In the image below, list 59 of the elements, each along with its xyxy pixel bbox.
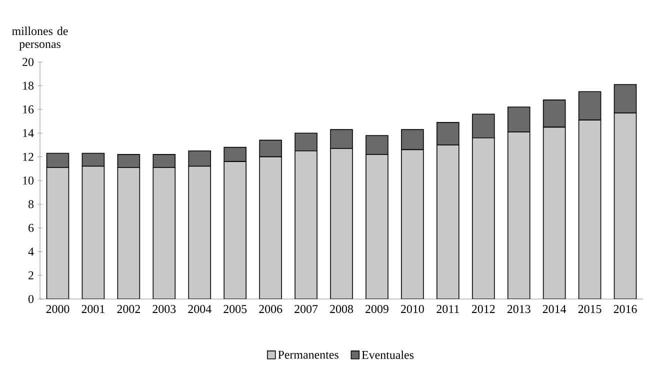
x-tick-label: 2003 — [152, 305, 176, 314]
x-tick-label: 2015 — [578, 305, 602, 314]
bar — [366, 135, 388, 155]
bar — [46, 167, 70, 299]
y-tick-label: 12 — [23, 152, 34, 161]
bar — [294, 132, 318, 152]
bar — [152, 167, 176, 299]
x-tick-label: 2011 — [436, 305, 459, 314]
x-tick-label: 2013 — [507, 305, 530, 314]
bar — [401, 129, 424, 150]
bar — [117, 154, 140, 168]
bar — [578, 120, 602, 299]
x-tick-label: 2005 — [224, 305, 247, 314]
bar — [330, 148, 353, 299]
y-tick-label: 0 — [28, 294, 34, 304]
bar — [82, 166, 105, 299]
x-tick-label: 2009 — [366, 305, 388, 314]
y-tick-label: 18 — [23, 82, 34, 90]
x-tick-label: 2010 — [401, 305, 424, 314]
x-tick-label: 2007 — [294, 305, 318, 314]
bar — [117, 167, 140, 299]
bar — [294, 150, 318, 299]
bar — [330, 129, 353, 149]
bar — [152, 154, 176, 168]
bar — [82, 152, 105, 167]
y-tick-label: 4 — [28, 248, 34, 256]
y-tick-label: 10 — [23, 176, 34, 185]
y-tick-label: 14 — [23, 129, 34, 138]
legend-label: Permanentes — [278, 350, 338, 359]
x-tick-label: 2006 — [259, 305, 282, 314]
x-tick-label: 2008 — [330, 305, 353, 314]
bar — [224, 161, 246, 299]
bar — [472, 137, 495, 299]
x-tick-label: 2016 — [614, 305, 637, 314]
x-tick-label: 2000 — [46, 305, 70, 314]
bar — [259, 140, 282, 158]
bar — [614, 112, 637, 299]
bar — [224, 146, 246, 162]
bar — [188, 166, 212, 299]
y-axis-title: millones de personas — [12, 26, 68, 50]
x-tick-label: 2004 — [188, 305, 212, 314]
legend-label: Eventuales — [362, 350, 414, 359]
bar — [436, 144, 460, 299]
bar — [366, 154, 388, 299]
y-tick-label: 2 — [28, 271, 34, 280]
bar — [259, 156, 282, 299]
x-tick-label: 2014 — [542, 305, 566, 314]
y-tick-label: 8 — [28, 200, 34, 208]
y-tick-label: 16 — [23, 105, 34, 114]
x-tick-label: 2001 — [82, 305, 104, 314]
bar — [401, 149, 424, 299]
bar — [542, 126, 566, 299]
y-tick-label: 20 — [22, 58, 34, 66]
x-tick-label: 2002 — [117, 305, 140, 314]
y-tick-label: 6 — [28, 224, 34, 232]
bar — [188, 150, 212, 167]
bar — [507, 132, 530, 299]
bar — [436, 122, 460, 146]
x-tick-label: 2012 — [472, 305, 495, 314]
